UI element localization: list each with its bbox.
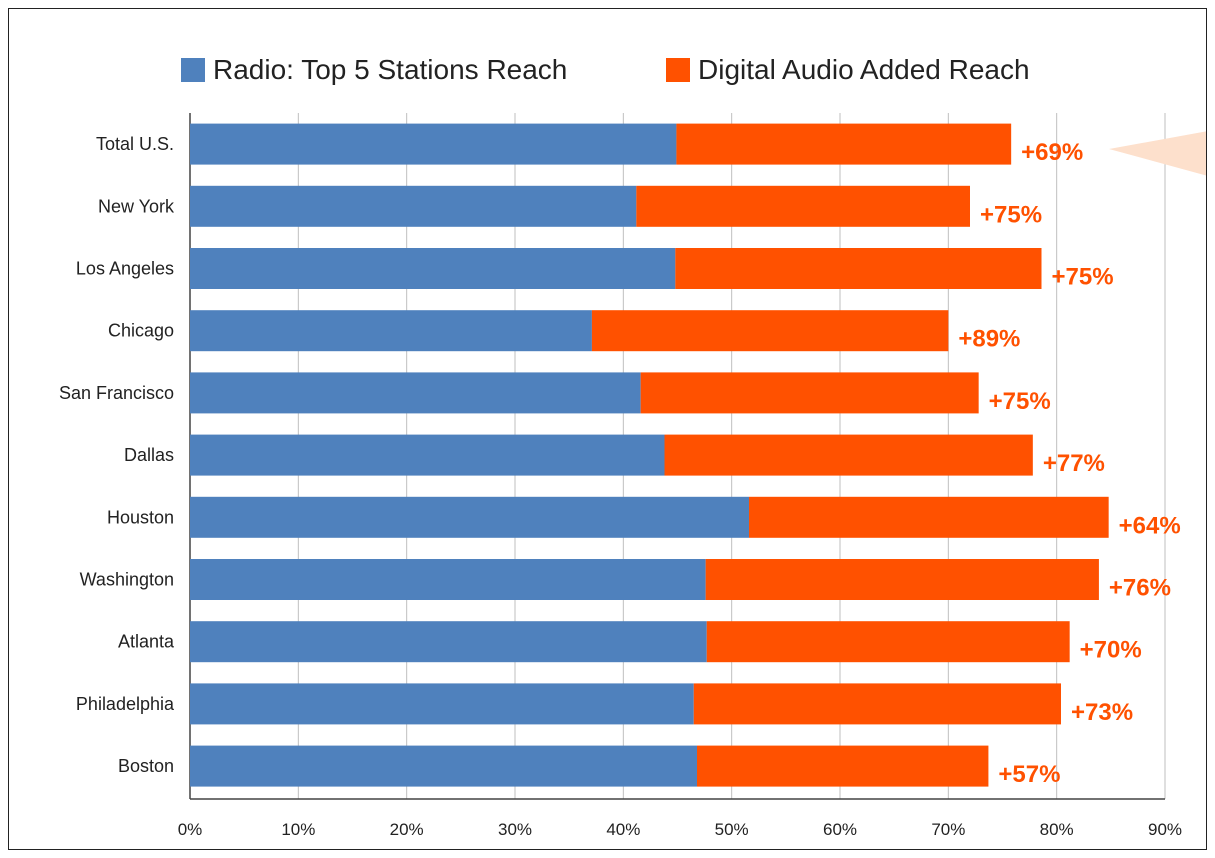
category-label: San Francisco <box>59 383 174 403</box>
category-label: Philadelphia <box>76 694 175 714</box>
data-label: +64% <box>1119 512 1181 539</box>
bar-radio-3 <box>190 310 592 352</box>
chart-frame: Radio: Top 5 Stations Reach Digital Audio… <box>8 8 1207 850</box>
bar-radio-10 <box>190 745 697 787</box>
bar-radio-4 <box>190 372 641 414</box>
category-label: New York <box>98 196 175 216</box>
category-label: Washington <box>80 570 174 590</box>
category-label: Total U.S. <box>96 134 174 154</box>
x-tick-label: 70% <box>931 820 965 839</box>
bar-digital-3 <box>591 310 949 352</box>
bar-radio-5 <box>190 434 665 476</box>
x-tick-label: 50% <box>715 820 749 839</box>
x-tick-label: 60% <box>823 820 857 839</box>
bar-digital-8 <box>706 621 1070 663</box>
category-label: Houston <box>107 507 174 527</box>
bar-radio-9 <box>190 683 694 725</box>
x-tick-label: 40% <box>606 820 640 839</box>
data-label: +70% <box>1080 637 1142 664</box>
bar-radio-8 <box>190 621 707 663</box>
data-label: +77% <box>1043 450 1105 477</box>
data-label: +76% <box>1109 575 1171 602</box>
legend-swatch <box>181 58 205 82</box>
legend-item-1: Digital Audio Added Reach <box>666 54 1030 85</box>
data-label: +75% <box>1052 264 1114 291</box>
category-label: Atlanta <box>118 632 175 652</box>
x-tick-label: 20% <box>390 820 424 839</box>
bar-digital-2 <box>675 248 1042 289</box>
legend: Radio: Top 5 Stations Reach Digital Audio… <box>181 54 1030 85</box>
x-tick-label: 30% <box>498 820 532 839</box>
category-label: Chicago <box>108 321 174 341</box>
category-label: Boston <box>118 756 174 776</box>
bar-radio-6 <box>190 496 749 538</box>
x-tick-labels: 0% 10% 20% 30% 40% 50% 60% 70% 80% 90% <box>178 820 1182 839</box>
bar-digital-6 <box>749 496 1109 538</box>
legend-item-0: Radio: Top 5 Stations Reach <box>181 54 567 85</box>
x-tick-label: 0% <box>178 820 203 839</box>
bar-digital-7 <box>705 559 1099 600</box>
bars <box>190 123 1109 787</box>
bar-digital-9 <box>693 683 1061 725</box>
bar-digital-5 <box>664 434 1033 476</box>
data-label: +89% <box>958 326 1020 353</box>
callout-wedge <box>1109 131 1206 176</box>
bar-digital-1 <box>636 185 970 227</box>
bar-radio-7 <box>190 559 706 600</box>
bar-digital-4 <box>640 372 979 414</box>
data-label: +73% <box>1071 699 1133 726</box>
x-tick-label: 80% <box>1040 820 1074 839</box>
data-label: +69% <box>1021 139 1083 166</box>
bar-digital-0 <box>676 123 1012 165</box>
legend-label: Digital Audio Added Reach <box>698 54 1030 85</box>
bar-radio-2 <box>190 248 676 289</box>
legend-label: Radio: Top 5 Stations Reach <box>213 54 567 85</box>
bar-digital-10 <box>697 745 989 787</box>
data-label: +75% <box>980 201 1042 228</box>
category-labels: Total U.S. New York Los Angeles Chicago San … <box>59 134 175 776</box>
category-label: Los Angeles <box>76 259 174 279</box>
data-label: +57% <box>998 761 1060 788</box>
legend-swatch <box>666 58 690 82</box>
data-labels: +69% +75% +75% +89% +75% +77% +64% +76% +70% +73%… <box>958 139 1180 788</box>
category-label: Dallas <box>124 445 174 465</box>
stacked-bar-chart: Radio: Top 5 Stations Reach Digital Audio… <box>59 54 1206 839</box>
data-label: +75% <box>989 388 1051 415</box>
bar-radio-0 <box>190 123 677 165</box>
x-tick-label: 10% <box>281 820 315 839</box>
x-tick-label: 90% <box>1148 820 1182 839</box>
bar-radio-1 <box>190 185 637 227</box>
